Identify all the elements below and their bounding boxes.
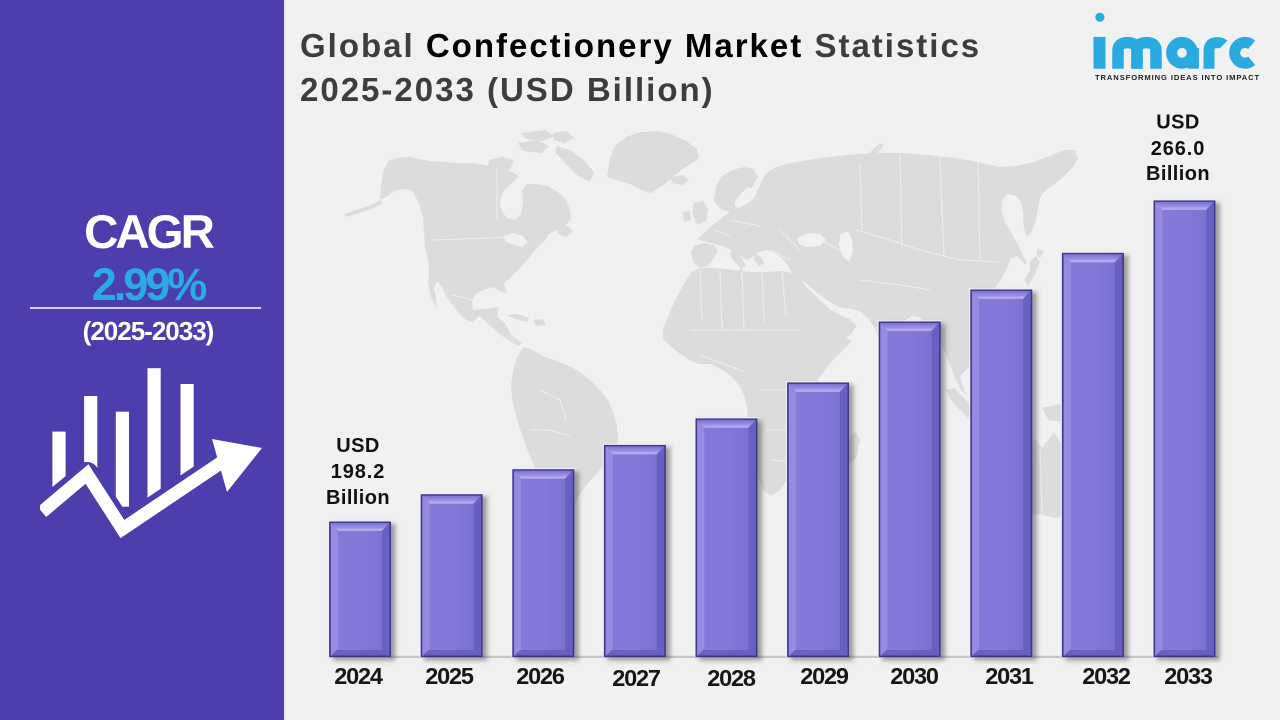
svg-text:2031: 2031 <box>985 663 1034 689</box>
svg-text:2027: 2027 <box>612 665 661 691</box>
svg-text:198.2: 198.2 <box>331 461 386 483</box>
svg-text:2030: 2030 <box>890 663 939 689</box>
svg-text:Billion: Billion <box>1146 163 1210 185</box>
svg-text:2032: 2032 <box>1082 663 1131 689</box>
svg-text:2026: 2026 <box>516 663 565 689</box>
svg-text:2033: 2033 <box>1164 663 1213 689</box>
svg-text:2029: 2029 <box>800 663 849 689</box>
svg-text:2028: 2028 <box>707 665 756 691</box>
svg-text:Billion: Billion <box>326 487 390 509</box>
svg-text:USD: USD <box>336 435 379 457</box>
svg-text:USD: USD <box>1156 112 1199 134</box>
svg-text:TRANSFORMING IDEAS INTO IMPACT: TRANSFORMING IDEAS INTO IMPACT <box>1095 73 1260 82</box>
svg-text:2024: 2024 <box>334 663 383 689</box>
svg-text:2025: 2025 <box>425 663 474 689</box>
svg-text:266.0: 266.0 <box>1151 138 1206 160</box>
